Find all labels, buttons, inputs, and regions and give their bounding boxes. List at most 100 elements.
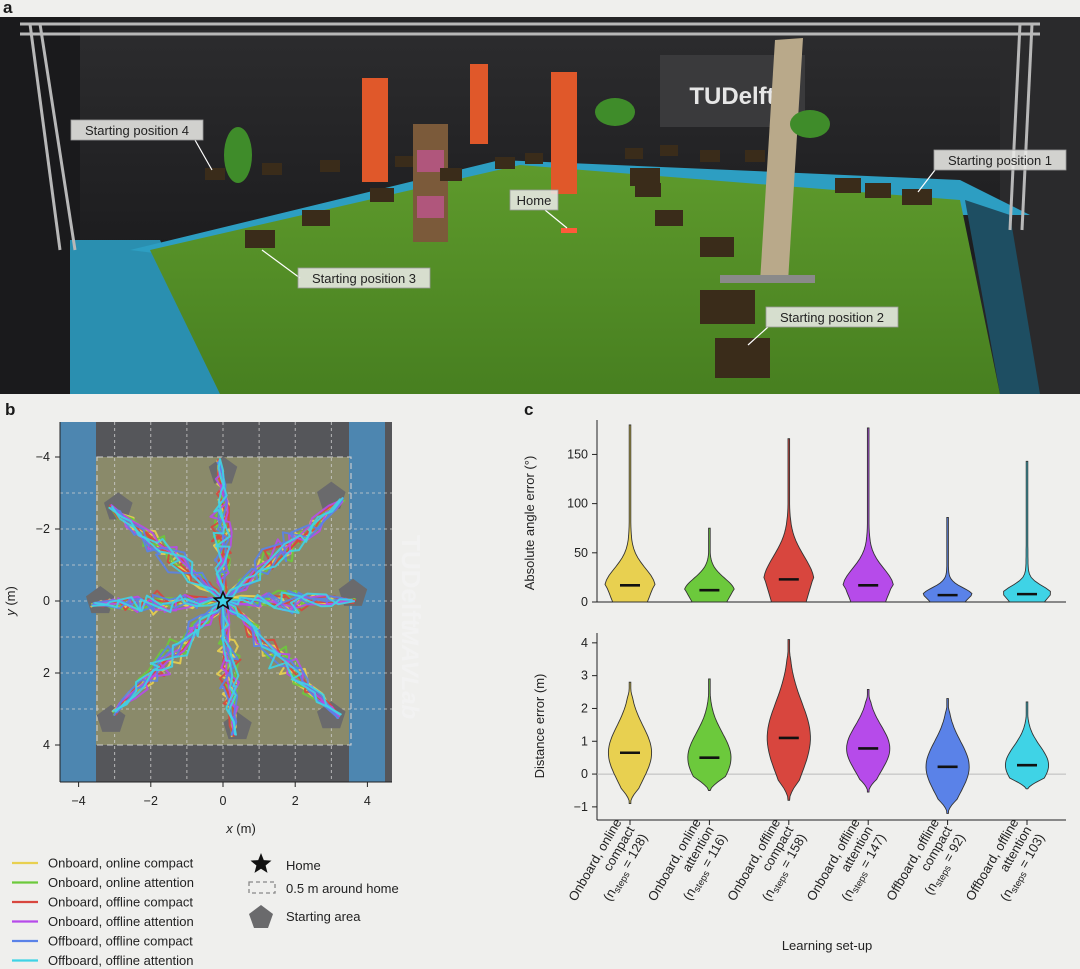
gate-frame	[760, 38, 803, 282]
svg-text:Starting area: Starting area	[286, 909, 361, 924]
start-area	[104, 492, 133, 520]
violin-ytick: 150	[567, 447, 588, 461]
violin-xlabel: Learning set-up	[782, 938, 872, 953]
legend-item: Offboard, offline compact	[12, 934, 193, 949]
svg-text:0.5 m around home: 0.5 m around home	[286, 881, 399, 896]
map-ylabel: y (m)	[3, 586, 18, 617]
legend-item: Onboard, online attention	[12, 875, 194, 890]
trajectory-path	[221, 597, 240, 736]
trajectory-path	[223, 601, 341, 716]
violin-ytick: 4	[581, 636, 588, 650]
map-xtick: 4	[364, 794, 371, 808]
trajectory-path	[220, 498, 341, 604]
svg-text:Onboard, offline compact: Onboard, offline compact	[48, 895, 193, 910]
violin-shape	[842, 427, 894, 603]
violin-ytick: −1	[574, 800, 588, 814]
trajectory-path	[209, 459, 233, 604]
trajectory-path	[112, 598, 226, 712]
map-xtick: 2	[292, 794, 299, 808]
arena-photo: TUDelft Starting position 4	[0, 17, 1080, 394]
svg-text:Starting position 3: Starting position 3	[312, 271, 416, 286]
violin-shape	[925, 698, 970, 814]
violin-ytick: 1	[581, 734, 588, 748]
violin-axes	[592, 420, 598, 603]
violin-top-ylabel: Absolute angle error (°)	[522, 456, 537, 591]
label-start3: Starting position 3	[261, 249, 431, 289]
violin-shape	[607, 681, 653, 805]
violin-shape	[922, 516, 973, 603]
pillar	[362, 78, 388, 182]
map-ytick: 4	[43, 738, 50, 752]
svg-text:Starting position 1: Starting position 1	[948, 153, 1052, 168]
svg-text:Offboard, offline attention: Offboard, offline attention	[48, 953, 194, 968]
pillar	[470, 64, 488, 144]
label-start1: Starting position 1	[917, 149, 1067, 193]
logo-tudelft: TUDelft	[396, 535, 426, 628]
legend-item: Offboard, offline attention	[12, 953, 194, 968]
label-home: Home	[509, 189, 568, 229]
violin-shape	[684, 527, 735, 603]
blue-mat-back	[130, 160, 1030, 255]
violin-shape	[846, 688, 891, 793]
home-marker	[561, 228, 577, 233]
trajectory-path	[108, 507, 227, 601]
label-start2: Starting position 2	[747, 306, 899, 346]
violin-ytick: 2	[581, 701, 588, 715]
svg-text:Onboard, offline attention: Onboard, offline attention	[48, 914, 194, 929]
svg-text:Home: Home	[286, 858, 321, 873]
svg-text:Onboard, online compact: Onboard, online compact	[48, 856, 194, 871]
trajectory-path	[219, 600, 341, 718]
violin-shape	[604, 424, 656, 603]
legend-home: Home	[250, 853, 321, 873]
map-ytick: 0	[43, 594, 50, 608]
truss-frame	[20, 22, 1040, 251]
trajectory-path	[91, 594, 224, 614]
trajectory-path	[220, 500, 344, 602]
violin-shape	[1003, 460, 1051, 603]
violin-axes	[592, 633, 598, 820]
trajectory-path	[221, 599, 237, 736]
legend-band: 0.5 m around home	[248, 881, 399, 896]
trajectory-map: TUDelft MAVLab −4 −4 −2 −2 0 0 2 2 4 4 x (m) y (m…	[3, 422, 426, 968]
panel-label-a: a	[3, 0, 13, 17]
legend-start: Starting area	[249, 905, 361, 928]
trajectory-path	[214, 460, 227, 600]
map-ytick: −4	[36, 450, 50, 464]
violin-shape	[1004, 701, 1050, 790]
violin-plots: 0 50 100 150 −1 0 1 2 3 4 Onboard, onlinecompact…	[522, 420, 1066, 953]
trajectory-path	[91, 593, 223, 612]
map-xtick: 0	[220, 794, 227, 808]
trajectory-path	[224, 592, 355, 614]
map-ytick: 2	[43, 666, 50, 680]
plant	[224, 98, 830, 183]
label-start4: Starting position 4	[70, 119, 213, 171]
trajectory-path	[224, 498, 344, 604]
violin-ytick: 50	[574, 546, 588, 560]
logo-mavlab: MAVLab	[396, 625, 423, 719]
svg-text:Starting position 4: Starting position 4	[85, 123, 189, 138]
trajectory-path	[111, 506, 226, 603]
map-xtick: −2	[144, 794, 158, 808]
panel-label-b: b	[5, 400, 16, 419]
trajectory-path	[221, 591, 353, 608]
banner-text: TUDelft	[689, 83, 774, 110]
map-area: TUDelft MAVLab	[60, 422, 426, 782]
trajectory-path	[114, 597, 226, 712]
svg-text:Offboard, offline compact: Offboard, offline compact	[48, 934, 193, 949]
violin-ytick: 0	[581, 767, 588, 781]
blue-mat-left	[70, 240, 225, 394]
start-area	[317, 701, 346, 729]
trajectory-path	[213, 458, 231, 604]
trajectory-path	[222, 601, 342, 716]
robot-swarm	[205, 145, 932, 378]
svg-text:Starting position 2: Starting position 2	[780, 310, 884, 325]
map-logo: TUDelft	[396, 535, 426, 628]
map-xtick: −4	[71, 794, 85, 808]
violin-bot-ylabel: Distance error (m)	[532, 674, 547, 779]
